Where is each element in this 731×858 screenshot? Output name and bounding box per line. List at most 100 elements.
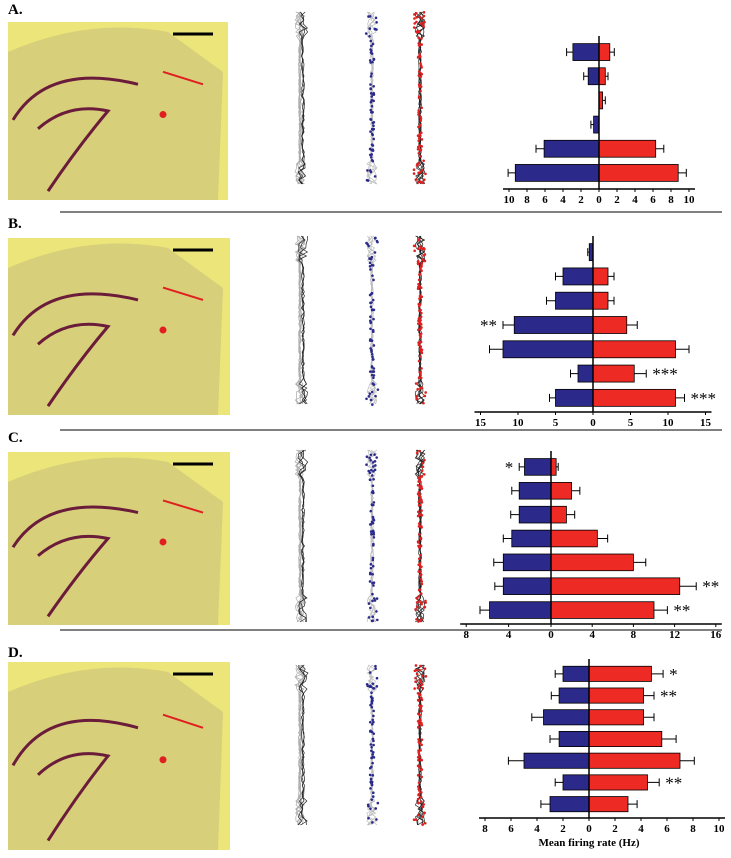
spike-dot [420, 145, 423, 148]
tissue [8, 243, 223, 415]
spike-dot [422, 811, 426, 815]
spike-dot [372, 137, 376, 141]
spike-dot [424, 391, 427, 394]
error-bar [651, 669, 664, 678]
error-bar [647, 778, 660, 787]
spike-dot [369, 606, 372, 610]
spike-dot [419, 85, 423, 88]
spike-dot [370, 798, 374, 801]
trajectory [414, 664, 425, 826]
x-tick-label: 4 [534, 823, 540, 835]
error-bar [570, 369, 578, 378]
spike-dot [419, 719, 422, 722]
spike-dot [369, 566, 373, 570]
spike-dot [369, 39, 373, 43]
tissue [8, 667, 223, 850]
error-bar [675, 345, 690, 354]
spike-dot [419, 796, 423, 799]
spike-dot [420, 485, 423, 488]
spike-dot [367, 804, 370, 808]
spike-dot [370, 104, 374, 108]
spike-dot [420, 758, 424, 762]
spike-dot [417, 328, 420, 332]
spike-dot [372, 720, 375, 724]
spike-dot [420, 367, 423, 370]
error-bar [626, 321, 638, 329]
spike-dot [417, 503, 421, 507]
spike-dot [424, 599, 427, 603]
spike-dot [417, 42, 420, 45]
bar [588, 796, 629, 813]
spike-dot [374, 807, 378, 810]
spike-dot [416, 181, 420, 184]
spike-dot [420, 791, 423, 794]
error-bar [549, 735, 560, 743]
error-bar [609, 48, 615, 57]
spike-dot [371, 465, 375, 468]
spike-dot [371, 761, 374, 765]
spike-dot [417, 753, 421, 756]
spike-dot [417, 278, 421, 282]
hippocampus [11, 718, 139, 842]
spike-dot [375, 610, 378, 613]
spike-dot [370, 353, 374, 356]
spike-dot [368, 264, 372, 268]
trajectory [298, 235, 309, 405]
spike-dot [371, 121, 375, 125]
hippocampus [11, 505, 139, 618]
spike-dot [369, 51, 373, 54]
x-tick-label: 10 [504, 194, 516, 206]
error-bar [493, 558, 504, 567]
bar [588, 709, 644, 726]
significance: * [669, 665, 678, 684]
error-bar [479, 606, 490, 615]
spike-dot [371, 791, 375, 795]
bar [587, 67, 600, 86]
spike-dot [369, 108, 373, 112]
x-tick-label: 8 [690, 823, 696, 835]
recording-site [159, 756, 167, 764]
spike-dot [421, 815, 424, 818]
spike-dot [413, 249, 416, 253]
spike-dot [368, 147, 372, 151]
bar [592, 316, 628, 334]
spike-dot [372, 501, 376, 504]
spike-dot [372, 308, 376, 312]
spike-dot [416, 387, 420, 391]
trajectory [295, 449, 306, 623]
spike-dot [419, 308, 422, 312]
spike-dot [418, 449, 421, 453]
spike-dot [371, 599, 374, 603]
spike-dot [370, 95, 373, 98]
spike-dot [420, 16, 423, 20]
bar [543, 709, 590, 726]
spike-dot [369, 468, 373, 472]
spike-dot [418, 124, 422, 127]
spike-dot [370, 373, 374, 377]
spike-dot [371, 403, 374, 406]
trajectory [298, 664, 308, 826]
spike-dot [417, 476, 420, 480]
error-bar [571, 486, 581, 495]
spike-dot [417, 544, 420, 548]
error-bar [531, 713, 544, 722]
spike-dot [419, 376, 423, 380]
spike-dot [370, 749, 373, 753]
x-tick-label: 2 [612, 823, 618, 835]
spike-dot [417, 111, 420, 114]
spike-dot [422, 401, 425, 405]
spike-dot [416, 691, 420, 695]
spike-dot [372, 584, 375, 587]
spike-dot [370, 705, 374, 709]
bar [550, 601, 655, 619]
spike-dot [419, 327, 422, 331]
panel-label: B. [8, 216, 22, 232]
spike-dot [415, 672, 419, 676]
spike-dot [412, 168, 416, 172]
spike-dot [421, 181, 425, 185]
spike-dot [414, 382, 418, 385]
x-tick-label: 10 [684, 194, 696, 206]
error-bar [510, 510, 520, 519]
spike-dot [370, 44, 373, 48]
bar [598, 67, 606, 86]
